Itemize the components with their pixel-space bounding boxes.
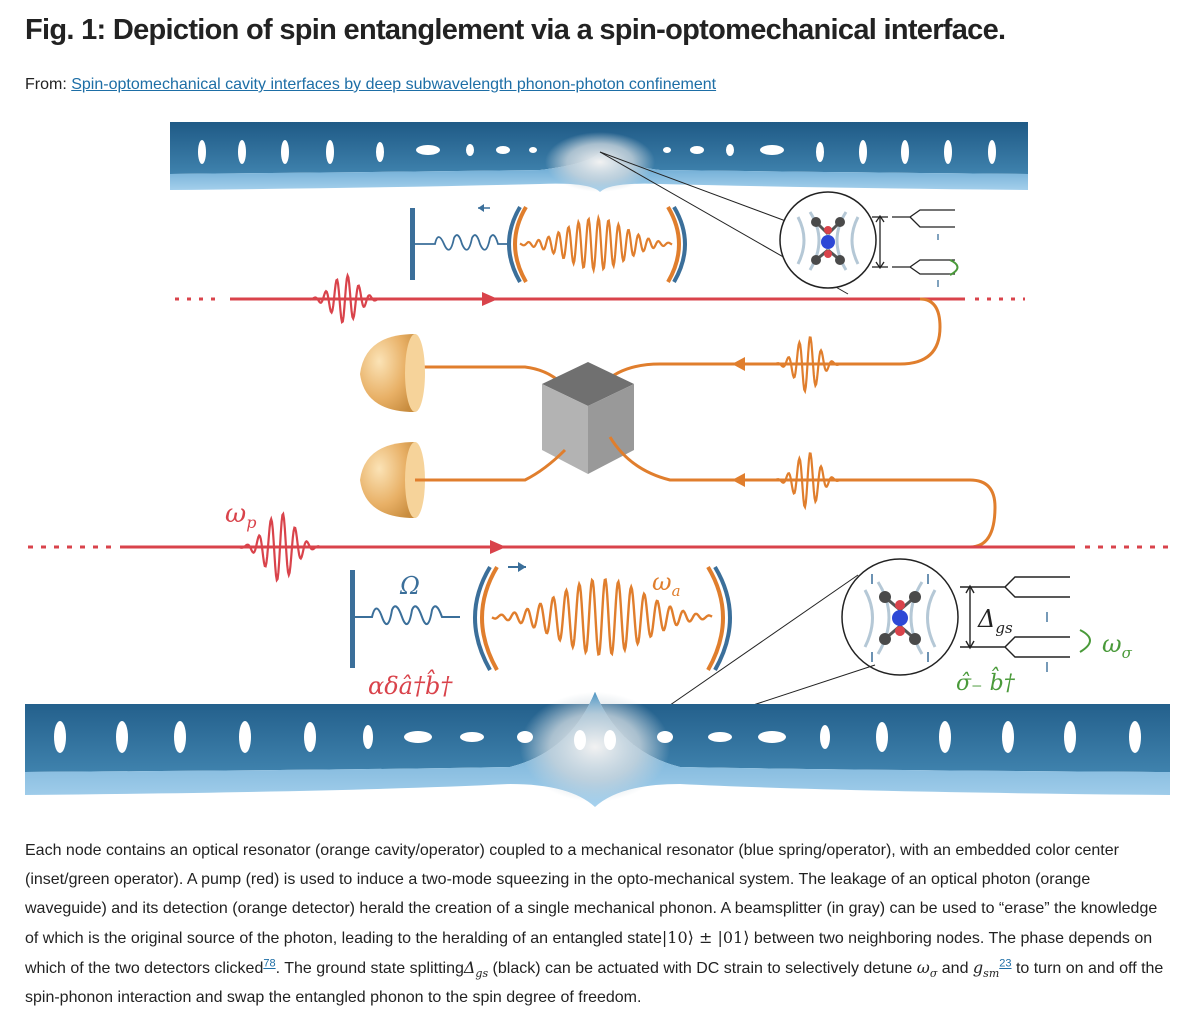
top-pump-line bbox=[175, 272, 1025, 325]
omega-subscript: σ bbox=[929, 967, 938, 981]
omega-symbol: ω bbox=[916, 958, 930, 977]
detector-top bbox=[360, 334, 425, 412]
top-mechanical-spring bbox=[410, 204, 508, 280]
reference-78-link[interactable]: 78 bbox=[263, 957, 276, 970]
bottom-color-center-inset bbox=[841, 558, 959, 676]
bottom-photonic-crystal bbox=[25, 692, 1170, 807]
caption-part-2: between two neighboring nodes. The phase… bbox=[25, 930, 1153, 977]
bottom-optical-cavity bbox=[473, 562, 732, 671]
figure-illustration: ωp Ω ωa αδâ†b̂† bbox=[25, 122, 1170, 807]
pump-frequency-label: ωp bbox=[225, 499, 256, 532]
source-line: From: Spin-optomechanical cavity interfa… bbox=[25, 76, 716, 94]
mechanical-frequency-label: Ω bbox=[399, 572, 420, 600]
bottom-pump-line bbox=[28, 511, 1170, 583]
entangled-state: |10⟩ ± |01⟩ bbox=[661, 928, 750, 947]
top-color-center-inset bbox=[779, 191, 877, 289]
spin-frequency-label: ωσ bbox=[1102, 630, 1133, 662]
reference-23-link[interactable]: 23 bbox=[999, 957, 1012, 970]
lower-orange-waveguide bbox=[415, 436, 997, 549]
caption-part-1: Each node contains an optical resonator … bbox=[25, 842, 1158, 947]
g-subscript: sm bbox=[983, 967, 1000, 981]
spin-phonon-operator-label: σ̂₋ b̂† bbox=[956, 667, 1016, 696]
caption-part-5: and bbox=[937, 960, 973, 977]
top-optical-cavity bbox=[507, 205, 687, 284]
ground-state-gap-label: Δgs bbox=[977, 605, 1013, 637]
g-symbol: g bbox=[972, 958, 984, 977]
interaction-operator-label: αδâ†b̂† bbox=[368, 669, 453, 700]
top-photonic-crystal bbox=[170, 122, 1028, 192]
bottom-energy-levels bbox=[960, 576, 1091, 672]
delta-subscript: gs bbox=[475, 967, 489, 981]
caption-part-4: (black) can be actuated with DC strain t… bbox=[488, 960, 917, 977]
figure-caption: Each node contains an optical resonator … bbox=[25, 836, 1175, 1012]
figure-title: Fig. 1: Depiction of spin entanglement v… bbox=[25, 14, 1006, 46]
caption-part-6: to turn on and off the spin-phonon inter… bbox=[25, 960, 1164, 1006]
from-label: From: bbox=[25, 76, 67, 93]
bottom-mechanical-spring bbox=[350, 570, 460, 668]
caption-part-3: . The ground state splitting bbox=[275, 960, 464, 977]
source-article-link[interactable]: Spin-optomechanical cavity interfaces by… bbox=[71, 76, 717, 93]
delta-symbol: Δ bbox=[463, 958, 476, 977]
cavity-frequency-label: ωa bbox=[652, 568, 681, 600]
top-orange-waveguide bbox=[415, 297, 942, 389]
top-energy-levels bbox=[872, 209, 959, 287]
